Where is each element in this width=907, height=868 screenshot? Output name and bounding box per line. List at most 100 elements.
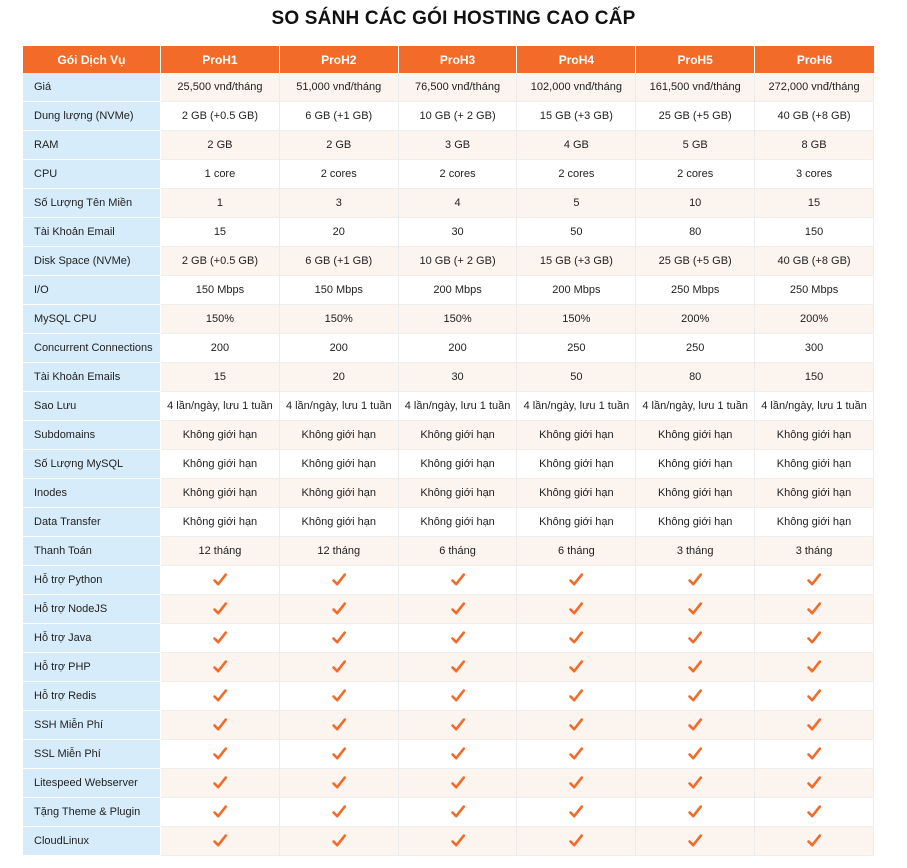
checkmark-icon [636, 711, 756, 740]
checkmark-icon [636, 798, 756, 827]
table-cell: Không giới hạn [398, 479, 518, 508]
row-label: Sao Lưu [23, 392, 162, 421]
table-cell: 161,500 vnđ/tháng [636, 73, 756, 102]
table-cell: Không giới hạn [161, 508, 280, 537]
checkmark-icon [755, 827, 874, 856]
table-cell: 2 cores [279, 160, 399, 189]
table-cell: 4 lần/ngày, lưu 1 tuần [398, 392, 518, 421]
table-row: Hỗ trợ Redis [23, 682, 874, 711]
table-cell: 51,000 vnđ/tháng [279, 73, 399, 102]
table-cell: 2 cores [517, 160, 637, 189]
row-label: MySQL CPU [23, 305, 162, 334]
checkmark-icon [161, 798, 280, 827]
checkmark-icon [636, 595, 756, 624]
table-cell: 6 GB (+1 GB) [279, 102, 399, 131]
table-cell: 76,500 vnđ/tháng [398, 73, 518, 102]
table-row: Subdomains Không giới hạn Không giới hạn Kh… [23, 421, 874, 450]
table-cell: 5 GB [636, 131, 756, 160]
table-row: CloudLinux [23, 827, 874, 856]
row-label: Giá [23, 73, 162, 102]
table-cell: 250 [636, 334, 756, 363]
table-cell: Không giới hạn [755, 421, 874, 450]
table-cell: 20 [279, 218, 399, 247]
table-cell: 2 GB (+0.5 GB) [161, 102, 280, 131]
row-label: Hỗ trợ Java [23, 624, 162, 653]
checkmark-icon [398, 711, 518, 740]
table-row: I/O 150 Mbps 150 Mbps 200 Mbps 200 Mbps 250 M… [23, 276, 874, 305]
checkmark-icon [636, 624, 756, 653]
table-cell: 15 [755, 189, 874, 218]
table-cell: 200 Mbps [517, 276, 637, 305]
table-cell: 150 [755, 218, 874, 247]
row-label: Litespeed Webserver [23, 769, 162, 798]
checkmark-icon [279, 711, 399, 740]
hosting-comparison-table: Gói Dịch Vụ ProH1 ProH2 ProH3 ProH4 ProH5 ProH… [23, 46, 874, 856]
table-cell: 200% [755, 305, 874, 334]
table-cell: 10 GB (+ 2 GB) [398, 102, 518, 131]
checkmark-icon [755, 711, 874, 740]
table-cell: 150 Mbps [161, 276, 280, 305]
checkmark-icon [161, 566, 280, 595]
table-cell: 4 [398, 189, 518, 218]
table-cell: 6 tháng [517, 537, 637, 566]
table-cell: 4 lần/ngày, lưu 1 tuần [755, 392, 874, 421]
table-cell: 6 tháng [398, 537, 518, 566]
table-cell: 30 [398, 218, 518, 247]
row-label: Số Lượng MySQL [23, 450, 162, 479]
table-cell: 300 [755, 334, 874, 363]
row-label: Hỗ trợ Redis [23, 682, 162, 711]
table-cell: 3 [279, 189, 399, 218]
table-cell: 250 Mbps [755, 276, 874, 305]
row-label: Dung lượng (NVMe) [23, 102, 162, 131]
checkmark-icon [517, 740, 637, 769]
table-row: Hỗ trợ Java [23, 624, 874, 653]
table-row: Hỗ trợ PHP [23, 653, 874, 682]
table-row: Sao Lưu 4 lần/ngày, lưu 1 tuần 4 lần/ngày,… [23, 392, 874, 421]
checkmark-icon [161, 769, 280, 798]
checkmark-icon [398, 682, 518, 711]
checkmark-icon [398, 769, 518, 798]
table-header-row: Gói Dịch Vụ ProH1 ProH2 ProH3 ProH4 ProH5 ProH… [23, 46, 874, 73]
row-label: Hỗ trợ Python [23, 566, 162, 595]
table-cell: 3 cores [755, 160, 874, 189]
checkmark-icon [517, 827, 637, 856]
table-cell: Không giới hạn [636, 508, 756, 537]
checkmark-icon [636, 566, 756, 595]
table-cell: 3 tháng [636, 537, 756, 566]
table-cell: 200% [636, 305, 756, 334]
table-cell: 150% [517, 305, 637, 334]
table-cell: 80 [636, 218, 756, 247]
table-row: RAM 2 GB 2 GB 3 GB 4 GB 5 GB 8 GB [23, 131, 874, 160]
checkmark-icon [517, 798, 637, 827]
row-label: Data Transfer [23, 508, 162, 537]
table-cell: 40 GB (+8 GB) [755, 102, 874, 131]
table-row: SSL Miễn Phí [23, 740, 874, 769]
checkmark-icon [279, 566, 399, 595]
column-header-plan: ProH6 [755, 46, 874, 73]
row-label: Inodes [23, 479, 162, 508]
table-cell: 25 GB (+5 GB) [636, 102, 756, 131]
checkmark-icon [755, 595, 874, 624]
table-row: Hỗ trợ NodeJS [23, 595, 874, 624]
checkmark-icon [398, 798, 518, 827]
column-header-plan: ProH1 [161, 46, 280, 73]
table-cell: 150 [755, 363, 874, 392]
checkmark-icon [755, 798, 874, 827]
table-cell: 10 [636, 189, 756, 218]
table-row: Số Lượng Tên Miền 1 3 4 5 10 15 [23, 189, 874, 218]
table-row: MySQL CPU 150% 150% 150% 150% 200% 200% [23, 305, 874, 334]
table-cell: Không giới hạn [636, 421, 756, 450]
table-cell: 15 GB (+3 GB) [517, 247, 637, 276]
table-row: Tài Khoản Email 15 20 30 50 80 150 [23, 218, 874, 247]
row-label: Concurrent Connections [23, 334, 162, 363]
table-cell: 4 lần/ngày, lưu 1 tuần [636, 392, 756, 421]
row-label: Disk Space (NVMe) [23, 247, 162, 276]
checkmark-icon [755, 624, 874, 653]
table-cell: 200 [279, 334, 399, 363]
table-cell: Không giới hạn [279, 479, 399, 508]
table-row: Dung lượng (NVMe) 2 GB (+0.5 GB) 6 GB (+1 … [23, 102, 874, 131]
checkmark-icon [755, 653, 874, 682]
table-cell: 2 GB (+0.5 GB) [161, 247, 280, 276]
table-body: Giá 25,500 vnđ/tháng 51,000 vnđ/tháng 76,50… [23, 73, 874, 856]
checkmark-icon [161, 682, 280, 711]
